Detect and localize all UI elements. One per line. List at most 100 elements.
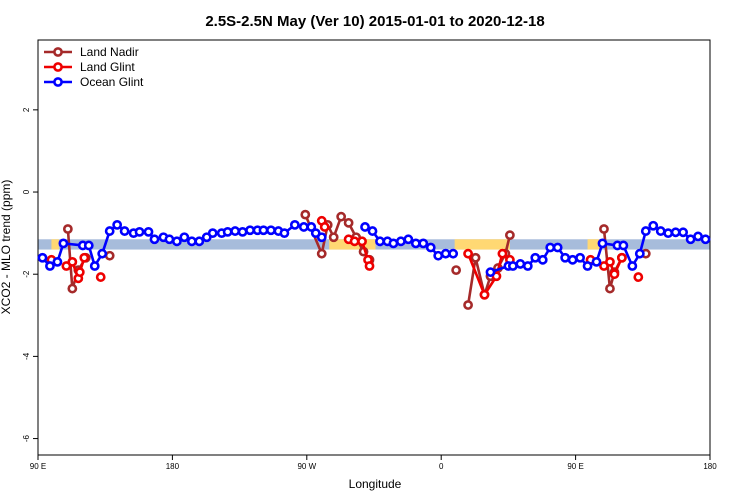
data-point xyxy=(616,252,627,263)
data-point xyxy=(655,226,666,236)
data-point xyxy=(245,225,255,236)
x-tick-label: 90 W xyxy=(297,462,316,471)
data-point xyxy=(62,224,73,234)
y-tick-label: 0 xyxy=(22,189,31,194)
chart-title: 2.5S-2.5N May (Ver 10) 2015-01-01 to 202… xyxy=(205,13,544,30)
data-point xyxy=(591,256,602,267)
data-point xyxy=(328,232,339,243)
data-point xyxy=(298,222,309,232)
data-point xyxy=(343,217,354,228)
data-point xyxy=(45,261,55,271)
data-point xyxy=(693,231,703,242)
highlight-span xyxy=(454,239,510,250)
data-point xyxy=(52,256,63,267)
data-point xyxy=(567,254,578,265)
data-point xyxy=(186,236,197,247)
y-tick-label: -4 xyxy=(22,352,31,360)
data-point xyxy=(609,269,620,280)
data-point xyxy=(37,252,48,263)
data-point xyxy=(104,226,115,236)
data-point xyxy=(670,227,681,238)
x-tick-label: 180 xyxy=(703,462,717,471)
data-point xyxy=(618,240,629,251)
data-point xyxy=(627,261,638,271)
data-point xyxy=(597,238,608,249)
data-point xyxy=(634,248,645,259)
data-point xyxy=(463,248,473,259)
data-point xyxy=(425,242,436,253)
data-point xyxy=(316,248,327,259)
data-point xyxy=(171,236,182,247)
data-point xyxy=(678,227,689,238)
series-line xyxy=(68,215,646,305)
data-point xyxy=(463,300,473,310)
data-point xyxy=(79,252,90,263)
data-point xyxy=(530,252,541,263)
data-point xyxy=(289,220,300,230)
data-point xyxy=(582,261,593,271)
data-point xyxy=(605,256,615,267)
data-point xyxy=(237,226,248,237)
data-point xyxy=(633,272,644,282)
data-point xyxy=(418,238,429,249)
data-point xyxy=(403,234,414,245)
data-point xyxy=(119,226,130,236)
data-point xyxy=(319,222,330,232)
x-tick-label: 90 E xyxy=(567,462,583,471)
data-point xyxy=(515,259,526,269)
legend-marker xyxy=(53,77,63,87)
data-point xyxy=(67,256,78,267)
data-point xyxy=(395,236,406,247)
data-point xyxy=(648,220,659,231)
data-point xyxy=(497,248,508,259)
data-point xyxy=(194,236,205,247)
data-point xyxy=(112,220,123,230)
data-point xyxy=(470,252,481,263)
data-point xyxy=(360,222,370,232)
data-point xyxy=(545,242,556,253)
x-tick-label: 180 xyxy=(166,462,180,471)
data-point xyxy=(316,232,327,243)
data-point xyxy=(279,228,290,239)
data-point xyxy=(164,234,175,245)
data-point xyxy=(522,261,533,271)
data-point xyxy=(134,226,145,237)
data-point xyxy=(58,238,69,249)
data-point xyxy=(552,242,563,253)
y-axis-label: XCO2 - MLO trend (ppm) xyxy=(0,180,13,315)
data-point xyxy=(300,209,311,220)
legend-marker xyxy=(53,62,63,72)
data-point xyxy=(95,272,106,282)
data-point xyxy=(663,228,674,239)
data-point xyxy=(685,234,696,245)
data-point xyxy=(485,267,496,278)
data-point xyxy=(306,222,317,232)
data-point xyxy=(700,234,711,245)
data-point xyxy=(440,248,451,259)
plot-frame xyxy=(37,39,711,456)
data-point xyxy=(599,224,609,234)
data-point xyxy=(640,226,651,236)
legend-marker xyxy=(53,47,63,57)
data-point xyxy=(349,236,360,247)
data-point xyxy=(222,226,233,237)
data-point xyxy=(433,250,444,261)
data-point xyxy=(67,283,78,294)
y-tick-label: 2 xyxy=(22,107,31,112)
data-point xyxy=(83,240,94,251)
x-tick-label: 0 xyxy=(439,462,444,471)
data-point xyxy=(74,267,85,278)
highlight-span xyxy=(51,239,59,250)
legend-label: Ocean Glint xyxy=(80,75,144,89)
data-point xyxy=(336,211,347,222)
data-point xyxy=(104,250,115,261)
legend-label: Land Nadir xyxy=(80,45,139,59)
data-point xyxy=(89,261,100,271)
data-point xyxy=(451,265,462,275)
data-point xyxy=(448,248,459,259)
highlight-span xyxy=(587,239,600,250)
data-point xyxy=(364,261,375,271)
data-point xyxy=(375,236,385,247)
